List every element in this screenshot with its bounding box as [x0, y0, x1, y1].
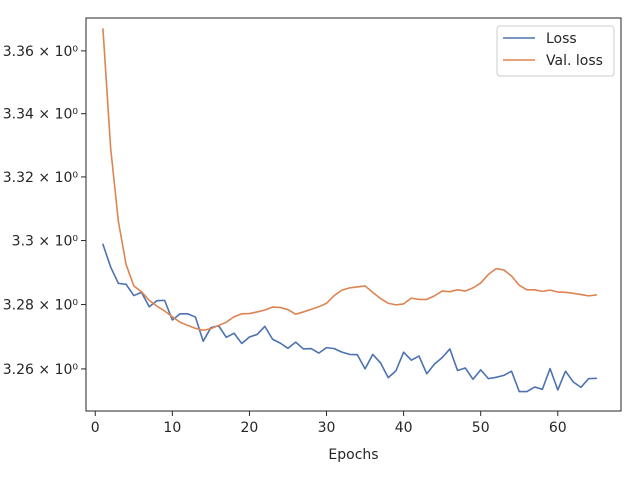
y-axis-ticks: 3.26 × 10⁰ 3.28 × 10⁰ 3.3 × 10⁰ 3.32 × 10⁰ 3…: [3, 44, 86, 378]
series-line-loss: [102, 243, 598, 393]
x-axis-title: Epochs: [328, 447, 378, 463]
y-tick-label: 3.28 × 10⁰: [3, 298, 79, 314]
y-tick-label: 3.36 × 10⁰: [3, 44, 79, 60]
x-tick-label: 40: [395, 420, 413, 436]
x-tick-label: 30: [318, 420, 336, 436]
y-tick-label: 3.34 × 10⁰: [3, 107, 79, 123]
x-tick-label: 20: [241, 420, 259, 436]
x-tick-label: 50: [472, 420, 490, 436]
x-tick-label: 0: [91, 420, 100, 436]
legend-label-val-loss: Val. loss: [546, 53, 603, 69]
y-tick-label: 3.3 × 10⁰: [12, 234, 79, 250]
y-tick-label: 3.32 × 10⁰: [3, 170, 79, 186]
y-tick-label: 3.26 × 10⁰: [3, 362, 79, 378]
legend: Loss Val. loss: [496, 25, 615, 77]
x-tick-label: 60: [549, 420, 567, 436]
legend-label-loss: Loss: [546, 31, 577, 47]
x-tick-label: 10: [163, 420, 181, 436]
series-layer: [102, 28, 598, 393]
plot-area: [85, 17, 622, 412]
x-axis-ticks: 0 10 20 30 40 50 60: [91, 411, 567, 436]
series-line-val-loss: [102, 28, 598, 332]
